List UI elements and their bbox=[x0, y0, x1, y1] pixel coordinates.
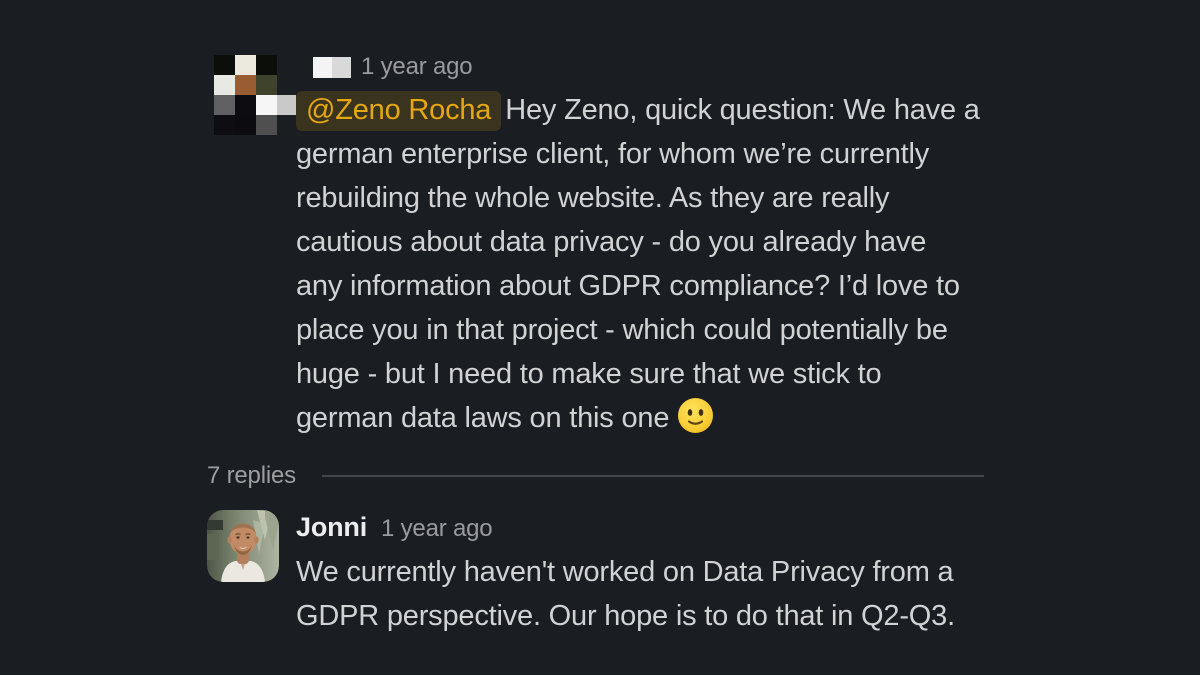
message-line: place you in that project - which could … bbox=[296, 314, 948, 346]
reply-header: Jonni 1 year ago bbox=[296, 512, 493, 543]
redacted-username[interactable] bbox=[313, 56, 351, 78]
replies-count-link[interactable]: 7 replies bbox=[207, 462, 296, 489]
thread-replies-bar: 7 replies bbox=[207, 462, 984, 490]
message-line: We currently haven't worked on Data Priv… bbox=[296, 556, 954, 588]
reply-body: We currently haven't worked on Data Priv… bbox=[296, 550, 955, 638]
message-line: huge - but I need to make sure that we s… bbox=[296, 358, 882, 390]
thread-divider-line bbox=[321, 475, 984, 477]
reply-author-name[interactable]: Jonni bbox=[296, 512, 367, 542]
redacted-avatar-mosaic[interactable] bbox=[214, 55, 296, 135]
message-line: GDPR perspective. Our hope is to do that… bbox=[296, 600, 955, 632]
message-line: cautious about data privacy - do you alr… bbox=[296, 226, 927, 258]
reply-author-avatar[interactable] bbox=[207, 510, 279, 582]
message-line: @Zeno Rocha Hey Zeno, quick question: We … bbox=[296, 88, 980, 132]
reply-timestamp[interactable]: 1 year ago bbox=[381, 515, 493, 542]
message-text: Hey Zeno, quick question: We have a bbox=[505, 94, 980, 126]
mention-zeno-rocha[interactable]: @Zeno Rocha bbox=[296, 91, 502, 131]
root-message-body: @Zeno Rocha Hey Zeno, quick question: We … bbox=[296, 88, 980, 440]
root-message-header: 1 year ago bbox=[313, 53, 473, 81]
message-line: any information about GDPR compliance? I… bbox=[296, 270, 960, 302]
message-line: rebuilding the whole website. As they ar… bbox=[296, 182, 890, 214]
message-line: german enterprise client, for whom we’re… bbox=[296, 138, 930, 170]
slightly-smiling-face-emoji bbox=[678, 398, 714, 433]
message-line: german data laws on this one bbox=[296, 396, 980, 440]
root-message-timestamp[interactable]: 1 year ago bbox=[361, 53, 473, 80]
message-text: german data laws on this one bbox=[296, 402, 670, 434]
